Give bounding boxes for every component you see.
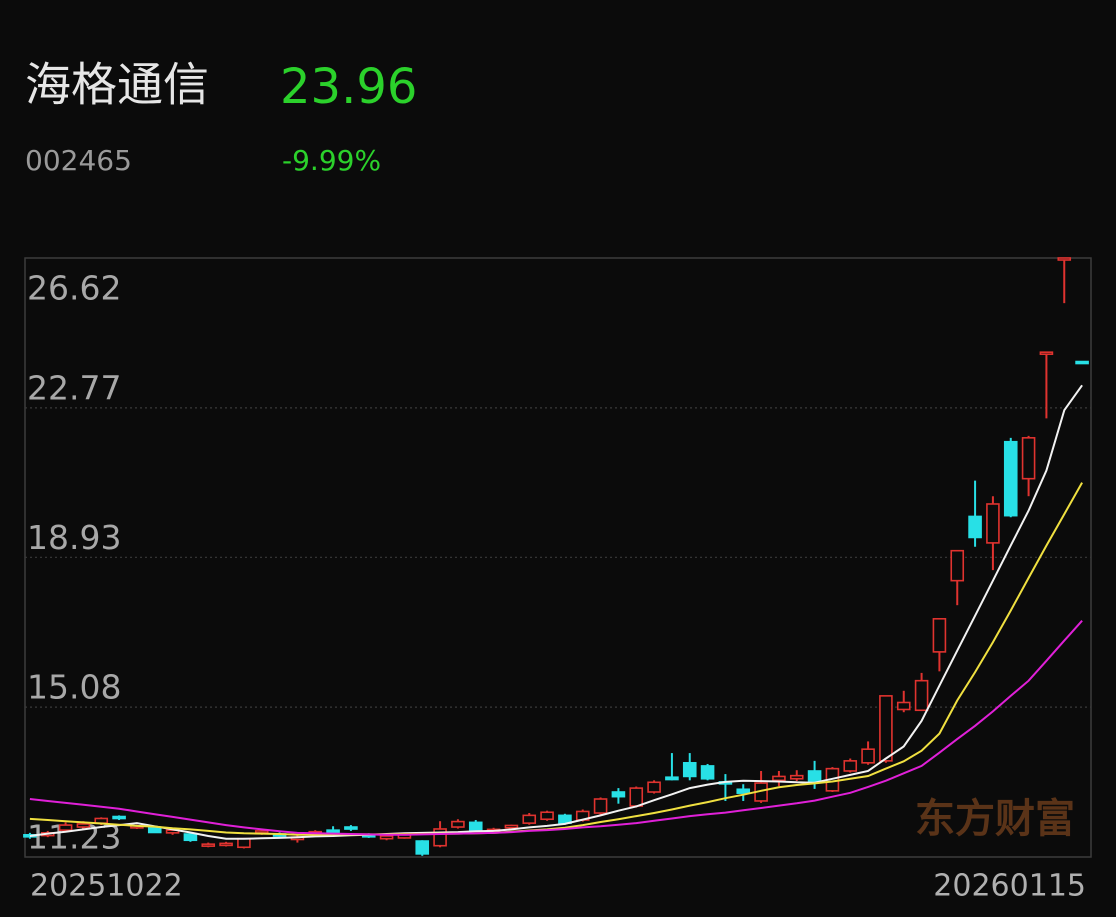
candle-body: [1075, 360, 1089, 365]
candle-body: [1039, 351, 1054, 355]
moving-average-line: [29, 384, 1083, 840]
moving-average-line: [29, 482, 1083, 836]
candle-body: [986, 503, 1000, 544]
candle-body: [201, 843, 216, 847]
stock-name: 海格通信: [25, 58, 209, 112]
candle-body: [112, 815, 126, 820]
candle-body: [344, 826, 358, 830]
y-tick-label: 18.93: [27, 518, 121, 557]
moving-average-line: [29, 620, 1083, 836]
candle-body: [968, 515, 982, 539]
y-tick-label: 15.08: [27, 668, 121, 707]
y-tick-label: 22.77: [27, 368, 121, 407]
candle-body: [914, 679, 929, 712]
candle-body: [807, 770, 822, 782]
candle-body: [629, 787, 644, 807]
candle-body: [183, 833, 198, 842]
y-tick-label: 26.62: [27, 269, 121, 308]
candle-body: [219, 842, 233, 847]
candle-body: [379, 835, 394, 840]
x-tick-label: 20251022: [30, 869, 183, 904]
x-tick-label: 20260115: [933, 869, 1086, 904]
candle-body: [147, 827, 162, 834]
candle-body: [540, 811, 554, 821]
candle-body: [736, 788, 751, 794]
candle-body: [451, 820, 465, 828]
candle-body: [647, 781, 661, 793]
candle-body: [415, 840, 430, 855]
candle-body: [700, 765, 715, 780]
stock-code: 002465: [25, 144, 132, 177]
candle-body: [58, 824, 73, 831]
candle-body: [879, 695, 893, 762]
candle-body: [504, 824, 519, 829]
candle-body: [861, 748, 875, 764]
watermark: 东方财富: [915, 795, 1075, 842]
candle-body: [522, 814, 537, 824]
candle-body: [611, 791, 626, 798]
stock-price: 23.96: [280, 59, 417, 115]
candle-body: [682, 762, 697, 778]
price-change: -9.99%: [282, 144, 381, 177]
candle-body: [1021, 437, 1036, 480]
candle-body: [593, 798, 608, 814]
candle-body: [843, 760, 858, 772]
candle-body: [772, 775, 786, 782]
candle-body: [932, 618, 947, 653]
candle-body: [1057, 257, 1072, 261]
candle-body: [237, 837, 251, 849]
candle-body: [950, 549, 965, 582]
candle-body: [326, 829, 340, 833]
candle-body: [665, 776, 679, 781]
candle-body: [789, 774, 804, 780]
candle-body: [896, 701, 911, 711]
candle-body: [76, 823, 91, 828]
candle-body: [1003, 440, 1018, 517]
candle-body: [468, 821, 483, 832]
